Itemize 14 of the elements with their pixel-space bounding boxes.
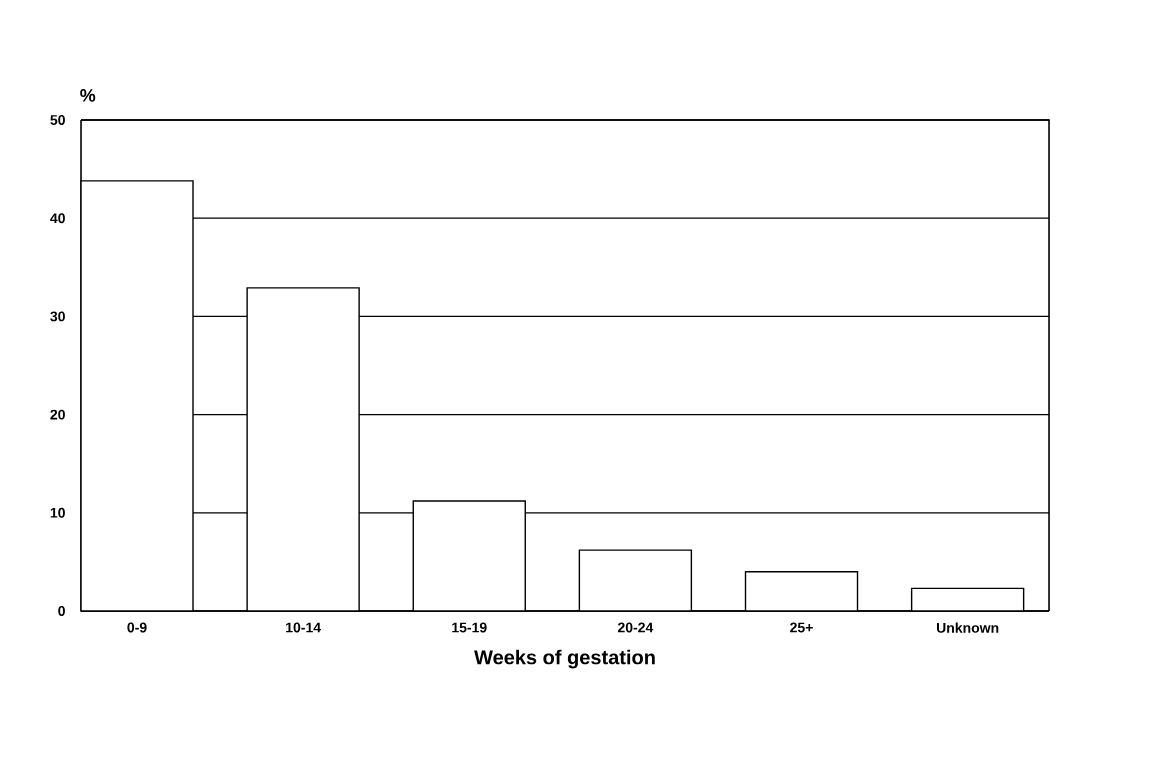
x-tick-label: 10-14 [286, 622, 321, 633]
y-tick-label: 30 [50, 311, 65, 322]
y-tick-label: 20 [50, 409, 65, 420]
y-tick-label: 10 [50, 507, 65, 518]
x-tick-label: 20-24 [617, 622, 654, 633]
y-tick-label: 0 [58, 606, 65, 616]
x-tick-label: 25+ [790, 622, 813, 633]
y-tick-label: 40 [50, 213, 65, 224]
y-axis-title: % [80, 89, 96, 102]
x-tick-label: 0-9 [127, 622, 147, 633]
y-tick-label: 50 [50, 115, 65, 125]
x-tick-label: Unknown [936, 622, 999, 633]
x-tick-label: 15-19 [452, 622, 487, 633]
x-axis-title: Weeks of gestation [474, 649, 655, 669]
